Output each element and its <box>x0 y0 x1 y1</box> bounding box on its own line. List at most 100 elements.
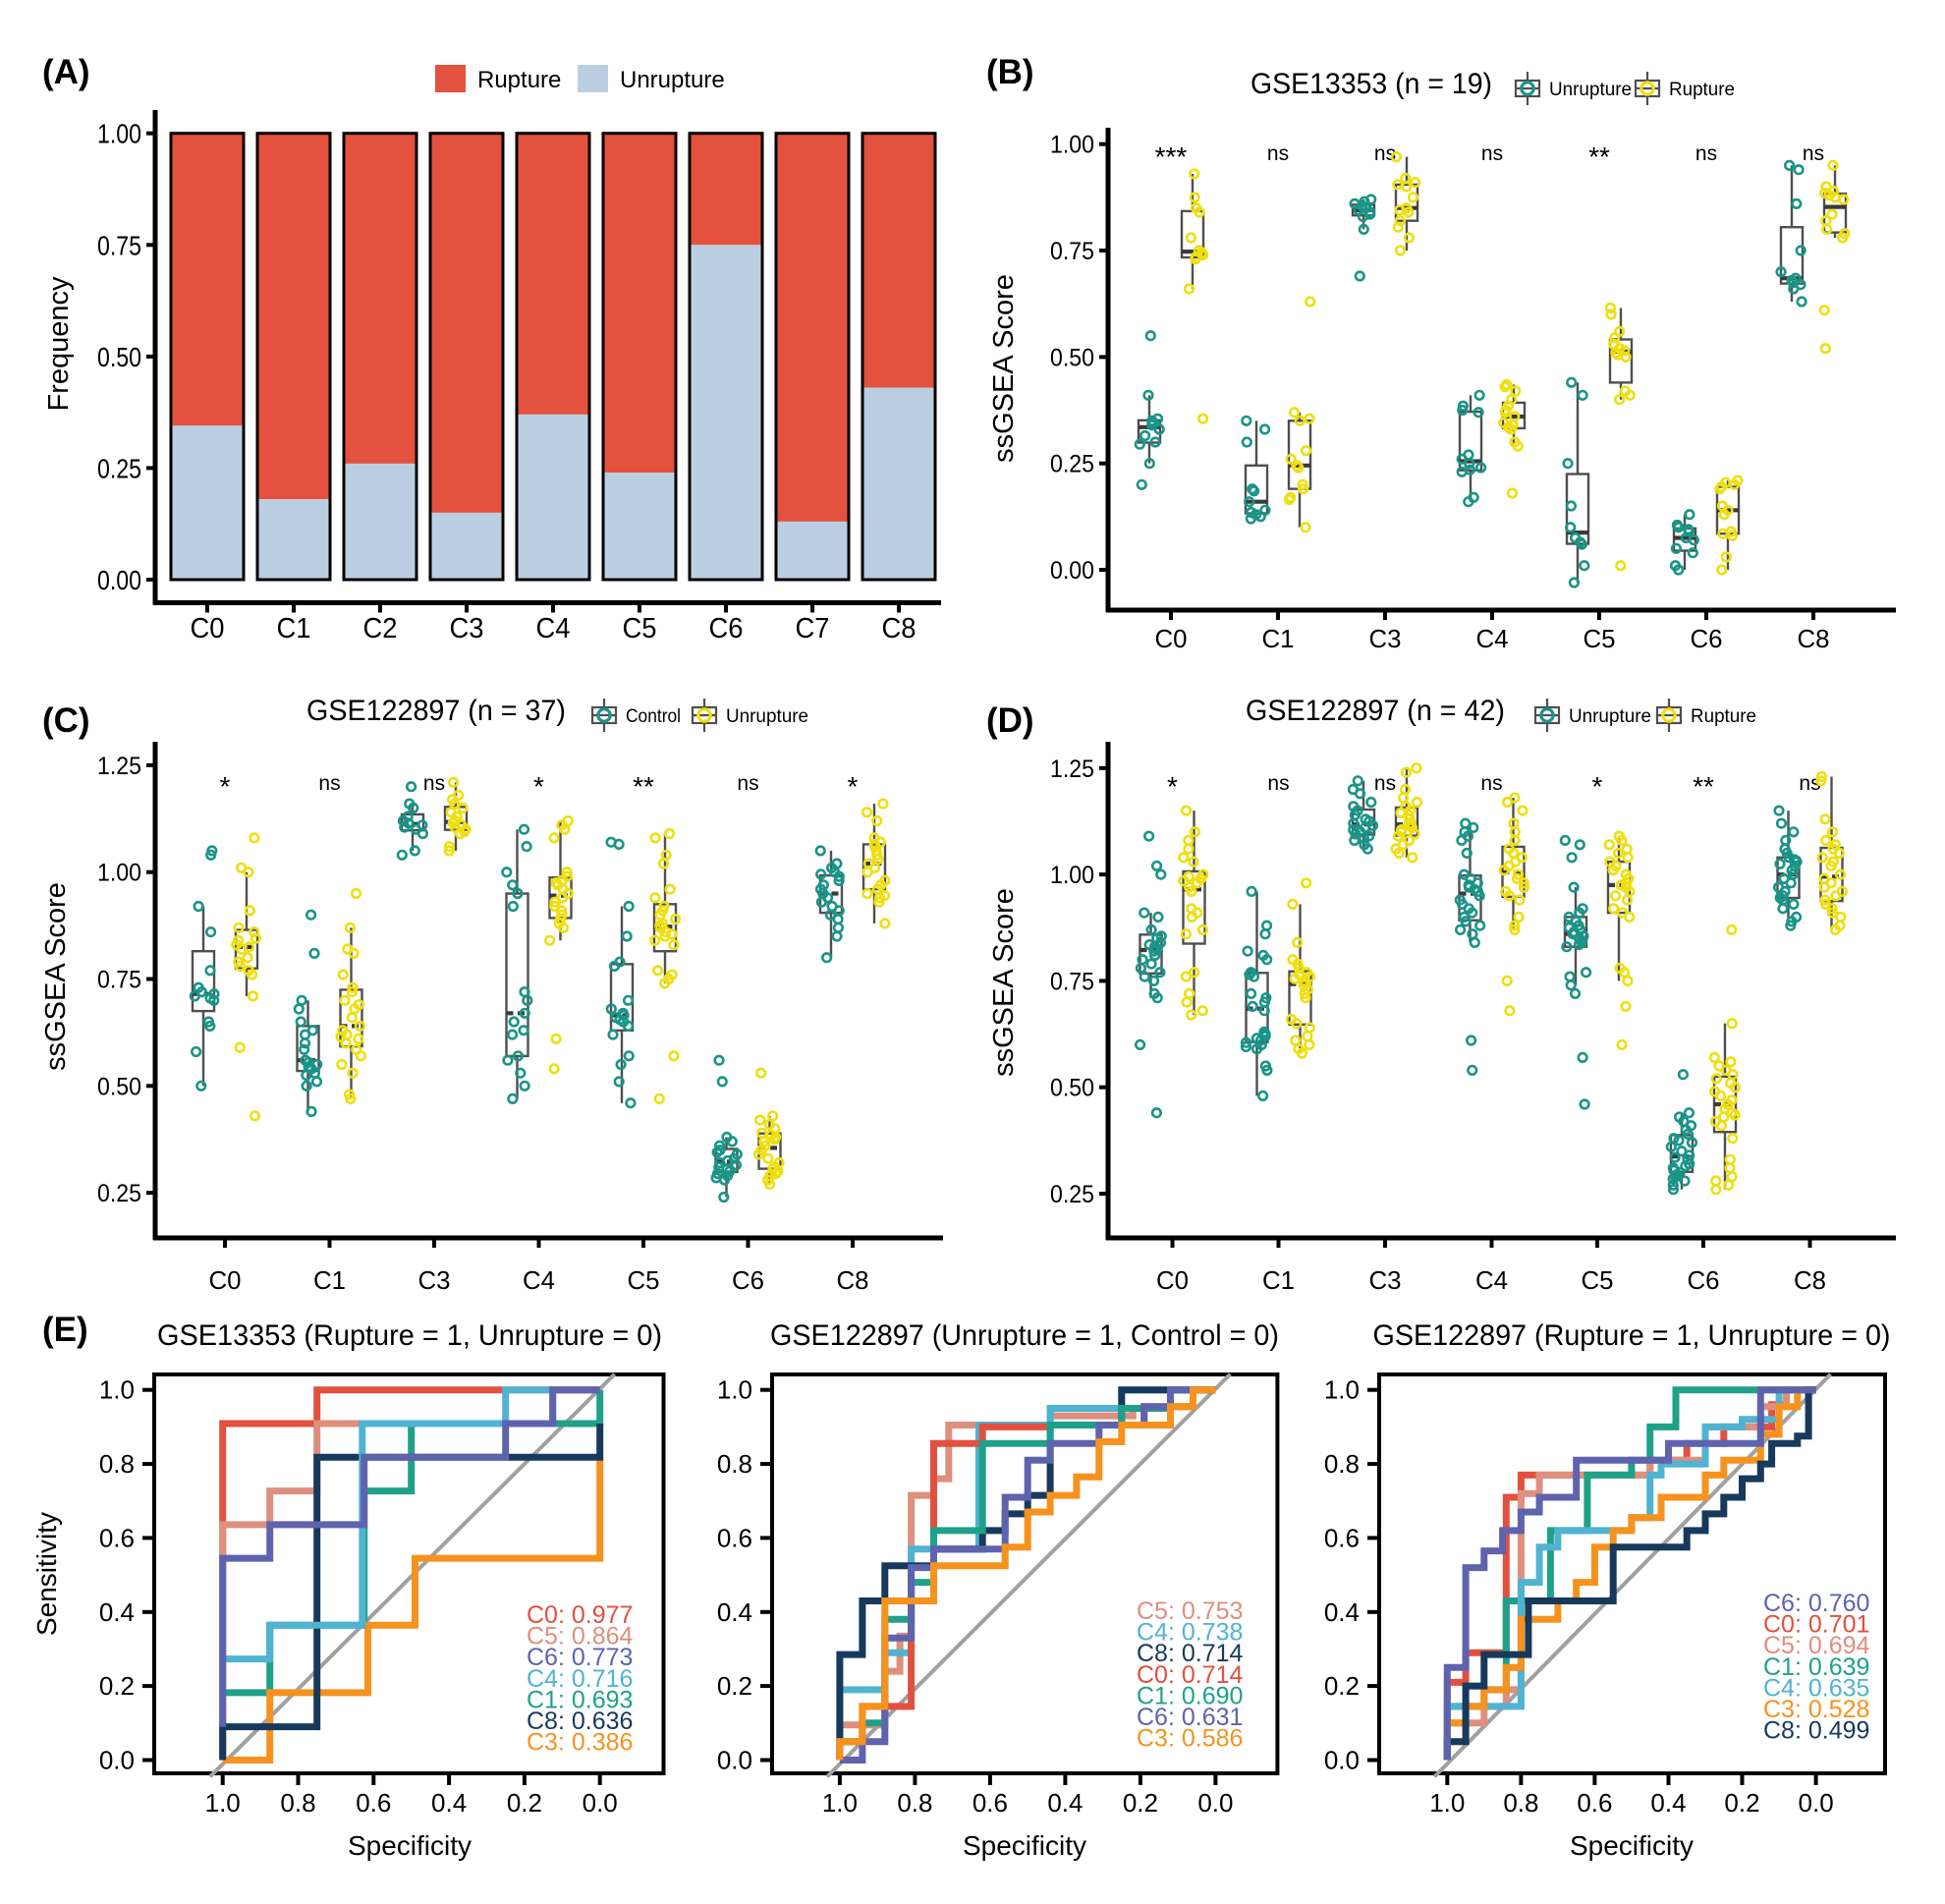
svg-text:Sensitivity: Sensitivity <box>31 1512 62 1636</box>
svg-text:C4: 0.635: C4: 0.635 <box>1763 1674 1869 1702</box>
svg-text:C5: 0.694: C5: 0.694 <box>1763 1632 1870 1659</box>
svg-text:**: ** <box>1588 141 1610 172</box>
svg-text:C5: 0.864: C5: 0.864 <box>527 1623 634 1651</box>
svg-text:C4: 0.716: C4: 0.716 <box>527 1665 633 1693</box>
svg-text:Specificity: Specificity <box>963 1830 1086 1861</box>
svg-text:C0: 0.701: C0: 0.701 <box>1763 1611 1869 1639</box>
svg-text:Rupture: Rupture <box>1669 80 1735 100</box>
svg-text:Rupture: Rupture <box>1691 706 1756 727</box>
svg-text:C3: 0.586: C3: 0.586 <box>1137 1725 1243 1753</box>
svg-text:C5: C5 <box>623 613 657 644</box>
svg-text:1.25: 1.25 <box>97 753 141 780</box>
svg-text:Control: Control <box>626 706 681 727</box>
svg-text:0.0: 0.0 <box>583 1788 618 1818</box>
svg-text:0.6: 0.6 <box>717 1523 752 1552</box>
svg-text:(E): (E) <box>42 1311 88 1349</box>
svg-text:1.0: 1.0 <box>822 1788 858 1818</box>
svg-text:0.00: 0.00 <box>1050 557 1094 585</box>
svg-text:1.25: 1.25 <box>1050 756 1094 783</box>
svg-text:(A): (A) <box>42 53 90 91</box>
svg-text:***: *** <box>1155 141 1188 172</box>
svg-text:0.25: 0.25 <box>1050 451 1094 478</box>
svg-text:ns: ns <box>318 772 340 795</box>
svg-text:0.8: 0.8 <box>99 1449 135 1479</box>
svg-text:1.00: 1.00 <box>97 119 141 149</box>
svg-text:Rupture: Rupture <box>477 67 561 93</box>
svg-text:0.6: 0.6 <box>99 1523 135 1552</box>
svg-text:ns: ns <box>1267 772 1289 795</box>
svg-text:C0: C0 <box>209 1265 242 1295</box>
svg-text:0.8: 0.8 <box>897 1788 932 1818</box>
svg-text:0.75: 0.75 <box>97 967 141 994</box>
svg-text:GSE13353 (n = 19): GSE13353 (n = 19) <box>1250 68 1492 100</box>
svg-text:Unrupture: Unrupture <box>620 67 725 93</box>
svg-text:0.2: 0.2 <box>1724 1788 1759 1818</box>
svg-text:C8: C8 <box>1798 624 1830 653</box>
svg-text:0.6: 0.6 <box>1577 1788 1612 1818</box>
svg-text:0.6: 0.6 <box>1324 1523 1360 1552</box>
svg-text:C6: C6 <box>732 1265 764 1295</box>
svg-text:0.8: 0.8 <box>717 1449 752 1479</box>
svg-text:ns: ns <box>1374 142 1396 165</box>
svg-text:0.75: 0.75 <box>1050 238 1094 265</box>
svg-text:Unrupture: Unrupture <box>1569 706 1651 727</box>
svg-text:GSE122897 (Unrupture = 1, Cont: GSE122897 (Unrupture = 1, Control = 0) <box>770 1319 1279 1352</box>
svg-text:0.50: 0.50 <box>1050 344 1094 371</box>
svg-text:C3: C3 <box>450 613 484 644</box>
svg-text:1.0: 1.0 <box>205 1788 241 1818</box>
svg-text:0.2: 0.2 <box>507 1788 542 1818</box>
svg-text:C4: C4 <box>523 1265 555 1295</box>
svg-text:0.2: 0.2 <box>1123 1788 1158 1818</box>
svg-text:*: * <box>220 771 231 802</box>
svg-text:*: * <box>848 771 859 802</box>
svg-text:*: * <box>1167 771 1178 802</box>
svg-text:C1: C1 <box>1262 624 1295 653</box>
svg-text:ns: ns <box>737 772 758 795</box>
svg-text:*: * <box>533 771 544 802</box>
svg-text:0.6: 0.6 <box>972 1788 1008 1818</box>
svg-text:0.25: 0.25 <box>97 1180 141 1207</box>
svg-text:C6: 0.760: C6: 0.760 <box>1763 1590 1869 1617</box>
svg-text:0.50: 0.50 <box>97 1073 141 1100</box>
svg-text:C8: 0.714: C8: 0.714 <box>1137 1640 1244 1667</box>
svg-text:ns: ns <box>1803 142 1824 165</box>
svg-text:C3: 0.386: C3: 0.386 <box>527 1729 633 1757</box>
svg-text:ns: ns <box>1374 772 1396 795</box>
svg-text:C8: C8 <box>1794 1265 1826 1295</box>
svg-text:C5: 0.753: C5: 0.753 <box>1137 1597 1243 1625</box>
svg-text:C1: 0.690: C1: 0.690 <box>1137 1682 1243 1709</box>
svg-text:(B): (B) <box>986 53 1034 91</box>
svg-text:(D): (D) <box>986 701 1034 740</box>
svg-text:C7: C7 <box>796 613 830 644</box>
svg-text:C1: C1 <box>277 613 311 644</box>
svg-text:0.2: 0.2 <box>717 1671 752 1701</box>
svg-text:0.4: 0.4 <box>1047 1788 1083 1818</box>
svg-text:0.50: 0.50 <box>1050 1075 1094 1102</box>
svg-text:0.25: 0.25 <box>97 453 141 483</box>
svg-text:0.4: 0.4 <box>99 1597 135 1627</box>
svg-text:C0: 0.714: C0: 0.714 <box>1137 1661 1244 1689</box>
svg-text:C1: 0.639: C1: 0.639 <box>1763 1653 1869 1681</box>
svg-text:Specificity: Specificity <box>348 1830 472 1861</box>
svg-text:C6: 0.773: C6: 0.773 <box>527 1644 633 1671</box>
svg-text:ns: ns <box>423 772 445 795</box>
svg-text:C4: C4 <box>536 613 571 644</box>
svg-text:Unrupture: Unrupture <box>1549 80 1632 100</box>
svg-text:C4: C4 <box>1476 624 1509 653</box>
svg-text:GSE122897 (Rupture = 1, Unrupt: GSE122897 (Rupture = 1, Unrupture = 0) <box>1373 1319 1891 1352</box>
svg-text:Specificity: Specificity <box>1570 1830 1694 1861</box>
svg-text:1.0: 1.0 <box>1429 1788 1465 1818</box>
svg-text:GSE13353 (Rupture = 1, Unruptu: GSE13353 (Rupture = 1, Unrupture = 0) <box>157 1319 662 1352</box>
svg-text:0.0: 0.0 <box>1324 1746 1360 1775</box>
svg-text:C8: 0.636: C8: 0.636 <box>527 1708 633 1735</box>
svg-text:C1: C1 <box>313 1265 346 1295</box>
svg-text:1.00: 1.00 <box>1050 132 1094 159</box>
svg-text:ssGSEA Score: ssGSEA Score <box>988 274 1020 463</box>
svg-text:C6: C6 <box>1688 1265 1720 1295</box>
svg-text:C8: C8 <box>882 613 917 644</box>
svg-text:0.0: 0.0 <box>99 1746 135 1775</box>
svg-text:0.0: 0.0 <box>1197 1788 1233 1818</box>
svg-text:*: * <box>1592 771 1603 802</box>
svg-text:ns: ns <box>1695 142 1717 165</box>
svg-text:C2: C2 <box>363 613 398 644</box>
